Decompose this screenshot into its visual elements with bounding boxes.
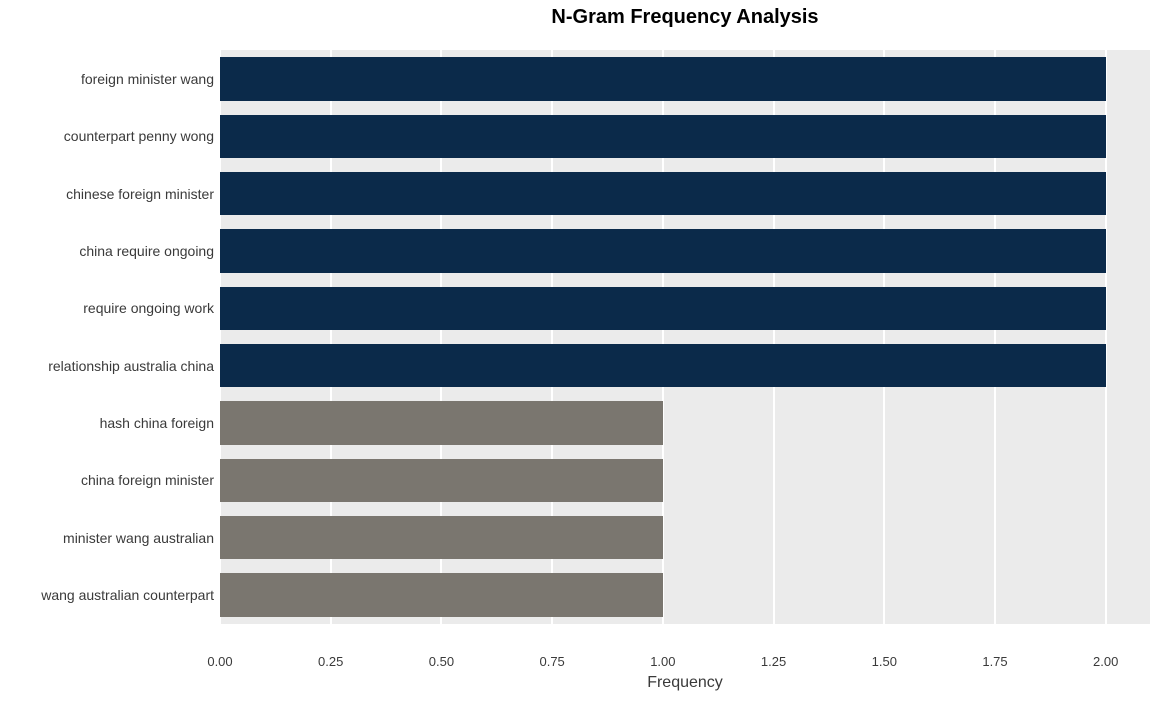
bar [220,459,663,503]
chart-title: N-Gram Frequency Analysis [220,6,1150,29]
bar [220,401,663,445]
y-tick-label: foreign minister wang [81,71,214,87]
y-tick-label: china foreign minister [81,472,214,488]
bar [220,287,1106,331]
x-tick-label: 1.50 [872,654,897,669]
x-tick-label: 0.00 [207,654,232,669]
plot-area [220,36,1150,638]
y-tick-label: china require ongoing [79,243,214,259]
bar [220,573,663,617]
y-tick-label: chinese foreign minister [66,186,214,202]
x-tick-label: 2.00 [1093,654,1118,669]
y-tick-label: require ongoing work [83,300,214,316]
bar [220,229,1106,273]
bar [220,516,663,560]
x-tick-label: 0.50 [429,654,454,669]
bar [220,344,1106,388]
x-tick-label: 1.25 [761,654,786,669]
bar [220,115,1106,159]
y-tick-label: hash china foreign [100,415,214,431]
y-tick-label: wang australian counterpart [41,587,214,603]
y-tick-label: relationship australia china [48,358,214,374]
x-tick-label: 0.25 [318,654,343,669]
x-axis-title: Frequency [220,674,1150,692]
x-tick-label: 1.00 [650,654,675,669]
x-tick-label: 0.75 [539,654,564,669]
y-tick-label: minister wang australian [63,530,214,546]
x-tick-label: 1.75 [982,654,1007,669]
bar [220,172,1106,216]
y-tick-label: counterpart penny wong [64,128,214,144]
bar [220,57,1106,101]
